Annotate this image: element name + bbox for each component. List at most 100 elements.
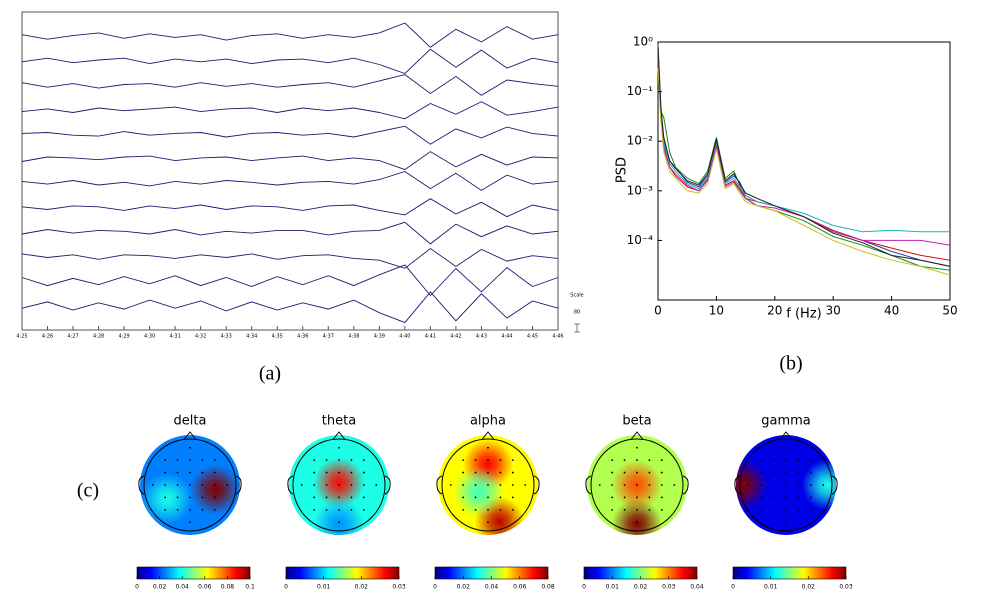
electrode: [213, 471, 216, 474]
electrode: [636, 484, 638, 486]
electrode: [499, 496, 502, 499]
electrode: [499, 508, 502, 511]
eeg-trace: [21, 247, 559, 269]
colorbar-tick-label: 0.01: [317, 584, 331, 591]
electrode: [313, 459, 316, 462]
colorbar-tick-label: 0.04: [485, 584, 499, 591]
electrode: [648, 471, 651, 474]
electrode: [822, 484, 825, 486]
electrode: [350, 508, 353, 511]
electrode: [474, 484, 477, 486]
colorbar-tick-label: 0.04: [690, 584, 704, 591]
x-tick-label: 4:30: [144, 334, 155, 340]
electrode: [648, 496, 651, 499]
electrode: [226, 484, 229, 486]
eeg-trace: [21, 48, 559, 75]
electrode: [213, 508, 216, 511]
electrode: [201, 484, 204, 486]
x-tick-label: 10: [709, 304, 724, 318]
x-tick-label: 20: [767, 304, 782, 318]
x-tick-label: 4:33: [221, 334, 232, 340]
colorbar-tick-label: 0.06: [513, 584, 527, 591]
x-tick-label: 4:27: [67, 334, 78, 340]
x-tick-label: 4:32: [195, 334, 206, 340]
map-peak: [736, 459, 768, 511]
electrode: [499, 484, 502, 486]
x-tick-label: 40: [884, 304, 899, 318]
scale-bar: [574, 323, 580, 333]
electrode: [325, 496, 328, 499]
electrode: [201, 471, 204, 474]
eeg-trace: [21, 198, 559, 218]
colorbar-tick-label: 0.03: [839, 584, 853, 591]
map-title: beta: [622, 414, 651, 429]
electrode: [511, 496, 514, 499]
electrode: [164, 508, 167, 511]
y-tick-label: 10⁻⁴: [627, 233, 654, 247]
x-tick-label: 4:44: [501, 334, 512, 340]
electrode: [350, 496, 353, 499]
electrode: [785, 508, 787, 511]
ears: [138, 475, 242, 495]
nose: [779, 431, 793, 440]
electrode: [797, 496, 800, 499]
electrode: [176, 496, 179, 499]
electrode: [499, 459, 502, 462]
eeg-trace: [21, 221, 559, 245]
electrode: [338, 508, 340, 511]
colorbar-tick-label: 0.01: [764, 584, 778, 591]
electrode: [785, 471, 787, 474]
electrode: [350, 484, 353, 486]
psd-line: [657, 52, 951, 271]
electrode: [797, 459, 800, 462]
electrode: [747, 484, 750, 486]
electrode: [213, 484, 216, 486]
electrode: [362, 484, 365, 486]
electrode: [487, 508, 489, 511]
electrode: [648, 484, 651, 486]
electrode: [474, 508, 477, 511]
electrode: [760, 484, 763, 486]
electrode: [350, 459, 353, 462]
colorbar-tick-label: 0.02: [634, 584, 648, 591]
electrode: [338, 521, 340, 524]
electrode: [201, 459, 204, 462]
electrode: [313, 496, 316, 499]
x-tick-label: 4:29: [118, 334, 129, 340]
electrode: [611, 496, 614, 499]
x-tick-label: 30: [826, 304, 841, 318]
electrode: [176, 459, 179, 462]
electrode: [189, 484, 191, 486]
eeg-trace: [21, 264, 559, 297]
map-title: delta: [174, 414, 207, 429]
electrode: [623, 496, 626, 499]
colorbar-tick-label: 0.04: [176, 584, 190, 591]
electrode: [487, 521, 489, 524]
panel-caption: (c): [77, 480, 99, 502]
psd-line: [657, 67, 951, 276]
y-tick-label: 10⁻¹: [627, 84, 654, 98]
electrode: [623, 484, 626, 486]
electrode: [797, 508, 800, 511]
nose: [481, 431, 495, 440]
electrode: [623, 508, 626, 511]
electrode: [474, 471, 477, 474]
electrode: [636, 521, 638, 524]
electrode: [338, 459, 340, 462]
eeg-trace: [21, 291, 559, 324]
map-peak: [453, 466, 505, 518]
electrode: [474, 496, 477, 499]
head-outline: [590, 438, 684, 532]
electrode: [636, 471, 638, 474]
y-tick-label: 10⁰: [633, 35, 653, 49]
electrode: [362, 471, 365, 474]
electrode: [325, 471, 328, 474]
electrode: [338, 496, 340, 499]
electrode: [673, 484, 676, 486]
electrode: [462, 496, 465, 499]
electrode: [213, 496, 216, 499]
electrode: [772, 496, 775, 499]
electrode: [362, 508, 365, 511]
electrode: [313, 508, 316, 511]
